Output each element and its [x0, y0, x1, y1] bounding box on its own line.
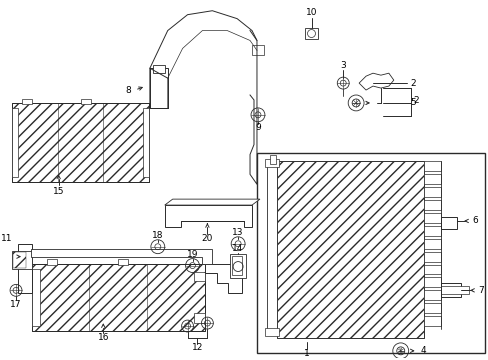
Bar	[32, 269, 40, 326]
Bar	[18, 244, 32, 293]
Text: 20: 20	[201, 234, 213, 243]
Bar	[32, 264, 205, 331]
Bar	[423, 316, 441, 326]
Bar	[251, 45, 264, 55]
Text: 11: 11	[0, 234, 12, 243]
Bar	[423, 213, 441, 223]
Bar	[150, 68, 167, 108]
Bar	[441, 287, 468, 294]
Text: 8: 8	[125, 86, 131, 95]
Bar	[153, 65, 164, 73]
Bar	[441, 283, 460, 297]
Bar	[423, 161, 441, 171]
Text: 18: 18	[152, 231, 163, 240]
Bar	[304, 28, 318, 40]
Bar	[423, 200, 441, 210]
Text: 10: 10	[305, 8, 317, 17]
Bar	[12, 103, 148, 182]
Bar	[423, 291, 441, 300]
Text: 15: 15	[53, 187, 64, 196]
Text: 4: 4	[420, 346, 426, 355]
Bar	[423, 187, 441, 197]
Bar	[423, 303, 441, 313]
Bar	[118, 258, 128, 265]
Bar	[423, 265, 441, 274]
Bar	[47, 258, 57, 265]
Bar	[266, 162, 276, 331]
Bar	[276, 161, 423, 338]
Text: 19: 19	[186, 250, 198, 259]
Bar	[423, 226, 441, 236]
Bar	[193, 271, 205, 282]
Text: 7: 7	[477, 286, 483, 295]
Bar	[232, 256, 242, 275]
Text: 13: 13	[232, 228, 244, 237]
Bar	[423, 174, 441, 184]
Text: 5: 5	[410, 98, 416, 107]
Bar	[423, 239, 441, 249]
Text: 14: 14	[232, 244, 244, 253]
Bar	[264, 159, 278, 167]
Text: 17: 17	[10, 300, 22, 309]
Bar	[193, 313, 205, 323]
Bar	[423, 278, 441, 287]
Text: 9: 9	[255, 123, 260, 132]
Polygon shape	[164, 205, 251, 227]
Bar	[12, 103, 148, 182]
Bar	[81, 99, 91, 104]
Polygon shape	[205, 264, 242, 293]
Bar	[264, 328, 278, 336]
Text: 16: 16	[97, 333, 109, 342]
Bar	[269, 154, 275, 165]
Text: 2: 2	[410, 78, 415, 87]
Bar	[230, 254, 245, 278]
Polygon shape	[164, 199, 260, 205]
Bar	[257, 153, 484, 353]
Bar	[22, 99, 32, 104]
Bar	[423, 252, 441, 262]
Bar	[32, 264, 205, 331]
Bar	[12, 108, 18, 177]
Bar	[441, 217, 456, 229]
Text: 1: 1	[303, 349, 309, 358]
Text: 2: 2	[413, 96, 418, 105]
Text: 12: 12	[191, 343, 203, 352]
Text: 3: 3	[340, 61, 346, 70]
Polygon shape	[358, 73, 393, 90]
Bar	[12, 251, 32, 269]
Text: 6: 6	[471, 216, 477, 225]
Bar	[13, 252, 26, 267]
Bar	[142, 108, 148, 177]
Polygon shape	[31, 249, 212, 264]
Bar	[276, 161, 423, 338]
